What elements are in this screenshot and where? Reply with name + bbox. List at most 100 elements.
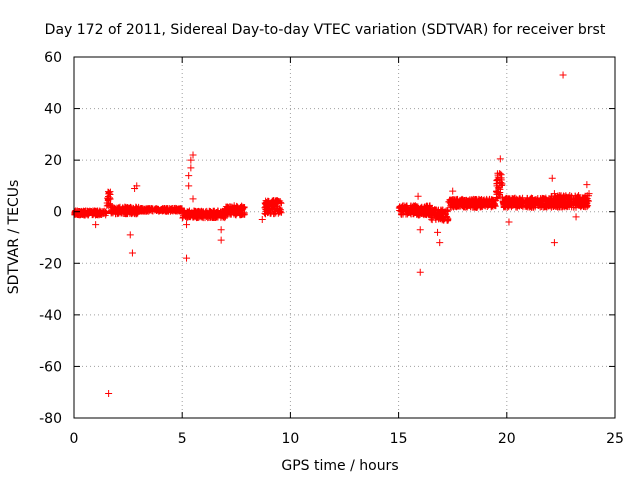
data-point bbox=[527, 195, 534, 202]
data-point bbox=[183, 254, 191, 262]
data-point bbox=[92, 221, 100, 229]
data-point bbox=[258, 215, 266, 223]
data-point bbox=[494, 188, 501, 195]
data-point bbox=[538, 196, 545, 203]
data-point bbox=[187, 156, 195, 164]
data-point bbox=[494, 170, 501, 177]
data-point bbox=[548, 174, 556, 182]
data-point bbox=[581, 200, 588, 207]
data-point bbox=[567, 201, 574, 208]
y-tick-label: -40 bbox=[39, 308, 62, 324]
data-point bbox=[224, 211, 231, 218]
grid-lines bbox=[74, 57, 615, 418]
data-point bbox=[436, 239, 444, 247]
data-point bbox=[131, 209, 138, 216]
data-point bbox=[558, 196, 565, 203]
data-point bbox=[483, 195, 490, 202]
data-point bbox=[262, 211, 269, 218]
data-point bbox=[98, 212, 105, 219]
data-point bbox=[122, 210, 129, 217]
data-point bbox=[502, 194, 509, 201]
axis-ticks: 0 5 10 15 20 25 -80 -60 -40 -20 0 20 40 60 bbox=[39, 50, 624, 447]
data-point bbox=[422, 209, 429, 216]
data-point bbox=[217, 226, 225, 234]
data-point bbox=[500, 203, 507, 210]
data-point bbox=[192, 209, 199, 216]
data-point bbox=[510, 195, 517, 202]
data-point bbox=[152, 206, 159, 213]
data-point bbox=[433, 212, 440, 219]
data-point bbox=[449, 187, 457, 195]
data-point bbox=[472, 196, 479, 203]
data-point bbox=[410, 207, 417, 214]
data-point bbox=[104, 202, 111, 209]
data-point bbox=[496, 155, 504, 163]
data-point bbox=[550, 190, 558, 198]
data-point bbox=[440, 217, 447, 224]
data-point bbox=[269, 199, 276, 206]
data-point bbox=[181, 207, 188, 214]
data-point bbox=[123, 205, 130, 212]
data-point bbox=[93, 210, 100, 217]
data-point bbox=[489, 203, 496, 210]
data-point bbox=[416, 212, 423, 219]
data-point bbox=[189, 195, 197, 203]
data-point bbox=[195, 207, 202, 214]
data-point bbox=[416, 268, 424, 276]
x-tick-label: 15 bbox=[390, 431, 408, 447]
data-point bbox=[493, 194, 500, 201]
data-point bbox=[108, 210, 115, 217]
y-axis-label: SDTVAR / TECUs bbox=[6, 180, 22, 295]
data-point bbox=[417, 209, 424, 216]
data-point bbox=[563, 193, 570, 200]
data-point bbox=[554, 201, 561, 208]
data-point bbox=[418, 207, 425, 214]
data-point bbox=[584, 195, 591, 202]
data-point bbox=[558, 204, 565, 211]
data-point bbox=[555, 194, 562, 201]
data-point bbox=[105, 390, 113, 398]
data-point bbox=[429, 217, 436, 224]
data-point bbox=[148, 205, 155, 212]
data-point bbox=[529, 201, 536, 208]
data-point bbox=[185, 172, 193, 180]
data-point bbox=[460, 204, 467, 211]
data-point bbox=[202, 208, 209, 215]
data-point bbox=[241, 204, 248, 211]
data-point bbox=[563, 202, 570, 209]
data-point bbox=[445, 198, 452, 205]
data-point bbox=[498, 176, 505, 183]
data-point bbox=[163, 208, 170, 215]
data-points bbox=[71, 71, 593, 398]
data-point bbox=[493, 177, 500, 184]
data-point bbox=[164, 207, 171, 214]
data-point bbox=[537, 204, 544, 211]
y-tick-label: 20 bbox=[44, 153, 62, 169]
data-point bbox=[278, 209, 285, 216]
y-tick-label: 40 bbox=[44, 102, 62, 118]
y-tick-label: 60 bbox=[44, 50, 62, 66]
x-tick-label: 20 bbox=[498, 431, 516, 447]
data-point bbox=[275, 210, 282, 217]
data-point bbox=[547, 198, 554, 205]
data-point bbox=[217, 236, 225, 244]
data-point bbox=[416, 226, 424, 234]
data-point bbox=[494, 195, 501, 202]
data-point bbox=[107, 194, 114, 201]
data-point bbox=[452, 201, 459, 208]
data-point bbox=[434, 211, 441, 218]
x-tick-label: 25 bbox=[606, 431, 624, 447]
data-point bbox=[438, 209, 445, 216]
data-point bbox=[583, 181, 591, 189]
data-point bbox=[550, 203, 557, 210]
data-point bbox=[512, 199, 519, 206]
data-point bbox=[468, 199, 475, 206]
data-point bbox=[505, 204, 512, 211]
data-point bbox=[559, 71, 567, 79]
data-point bbox=[168, 205, 175, 212]
data-point bbox=[266, 203, 273, 210]
data-point bbox=[579, 194, 586, 201]
data-point bbox=[449, 196, 456, 203]
y-tick-label: -60 bbox=[39, 359, 62, 375]
data-point bbox=[172, 207, 179, 214]
